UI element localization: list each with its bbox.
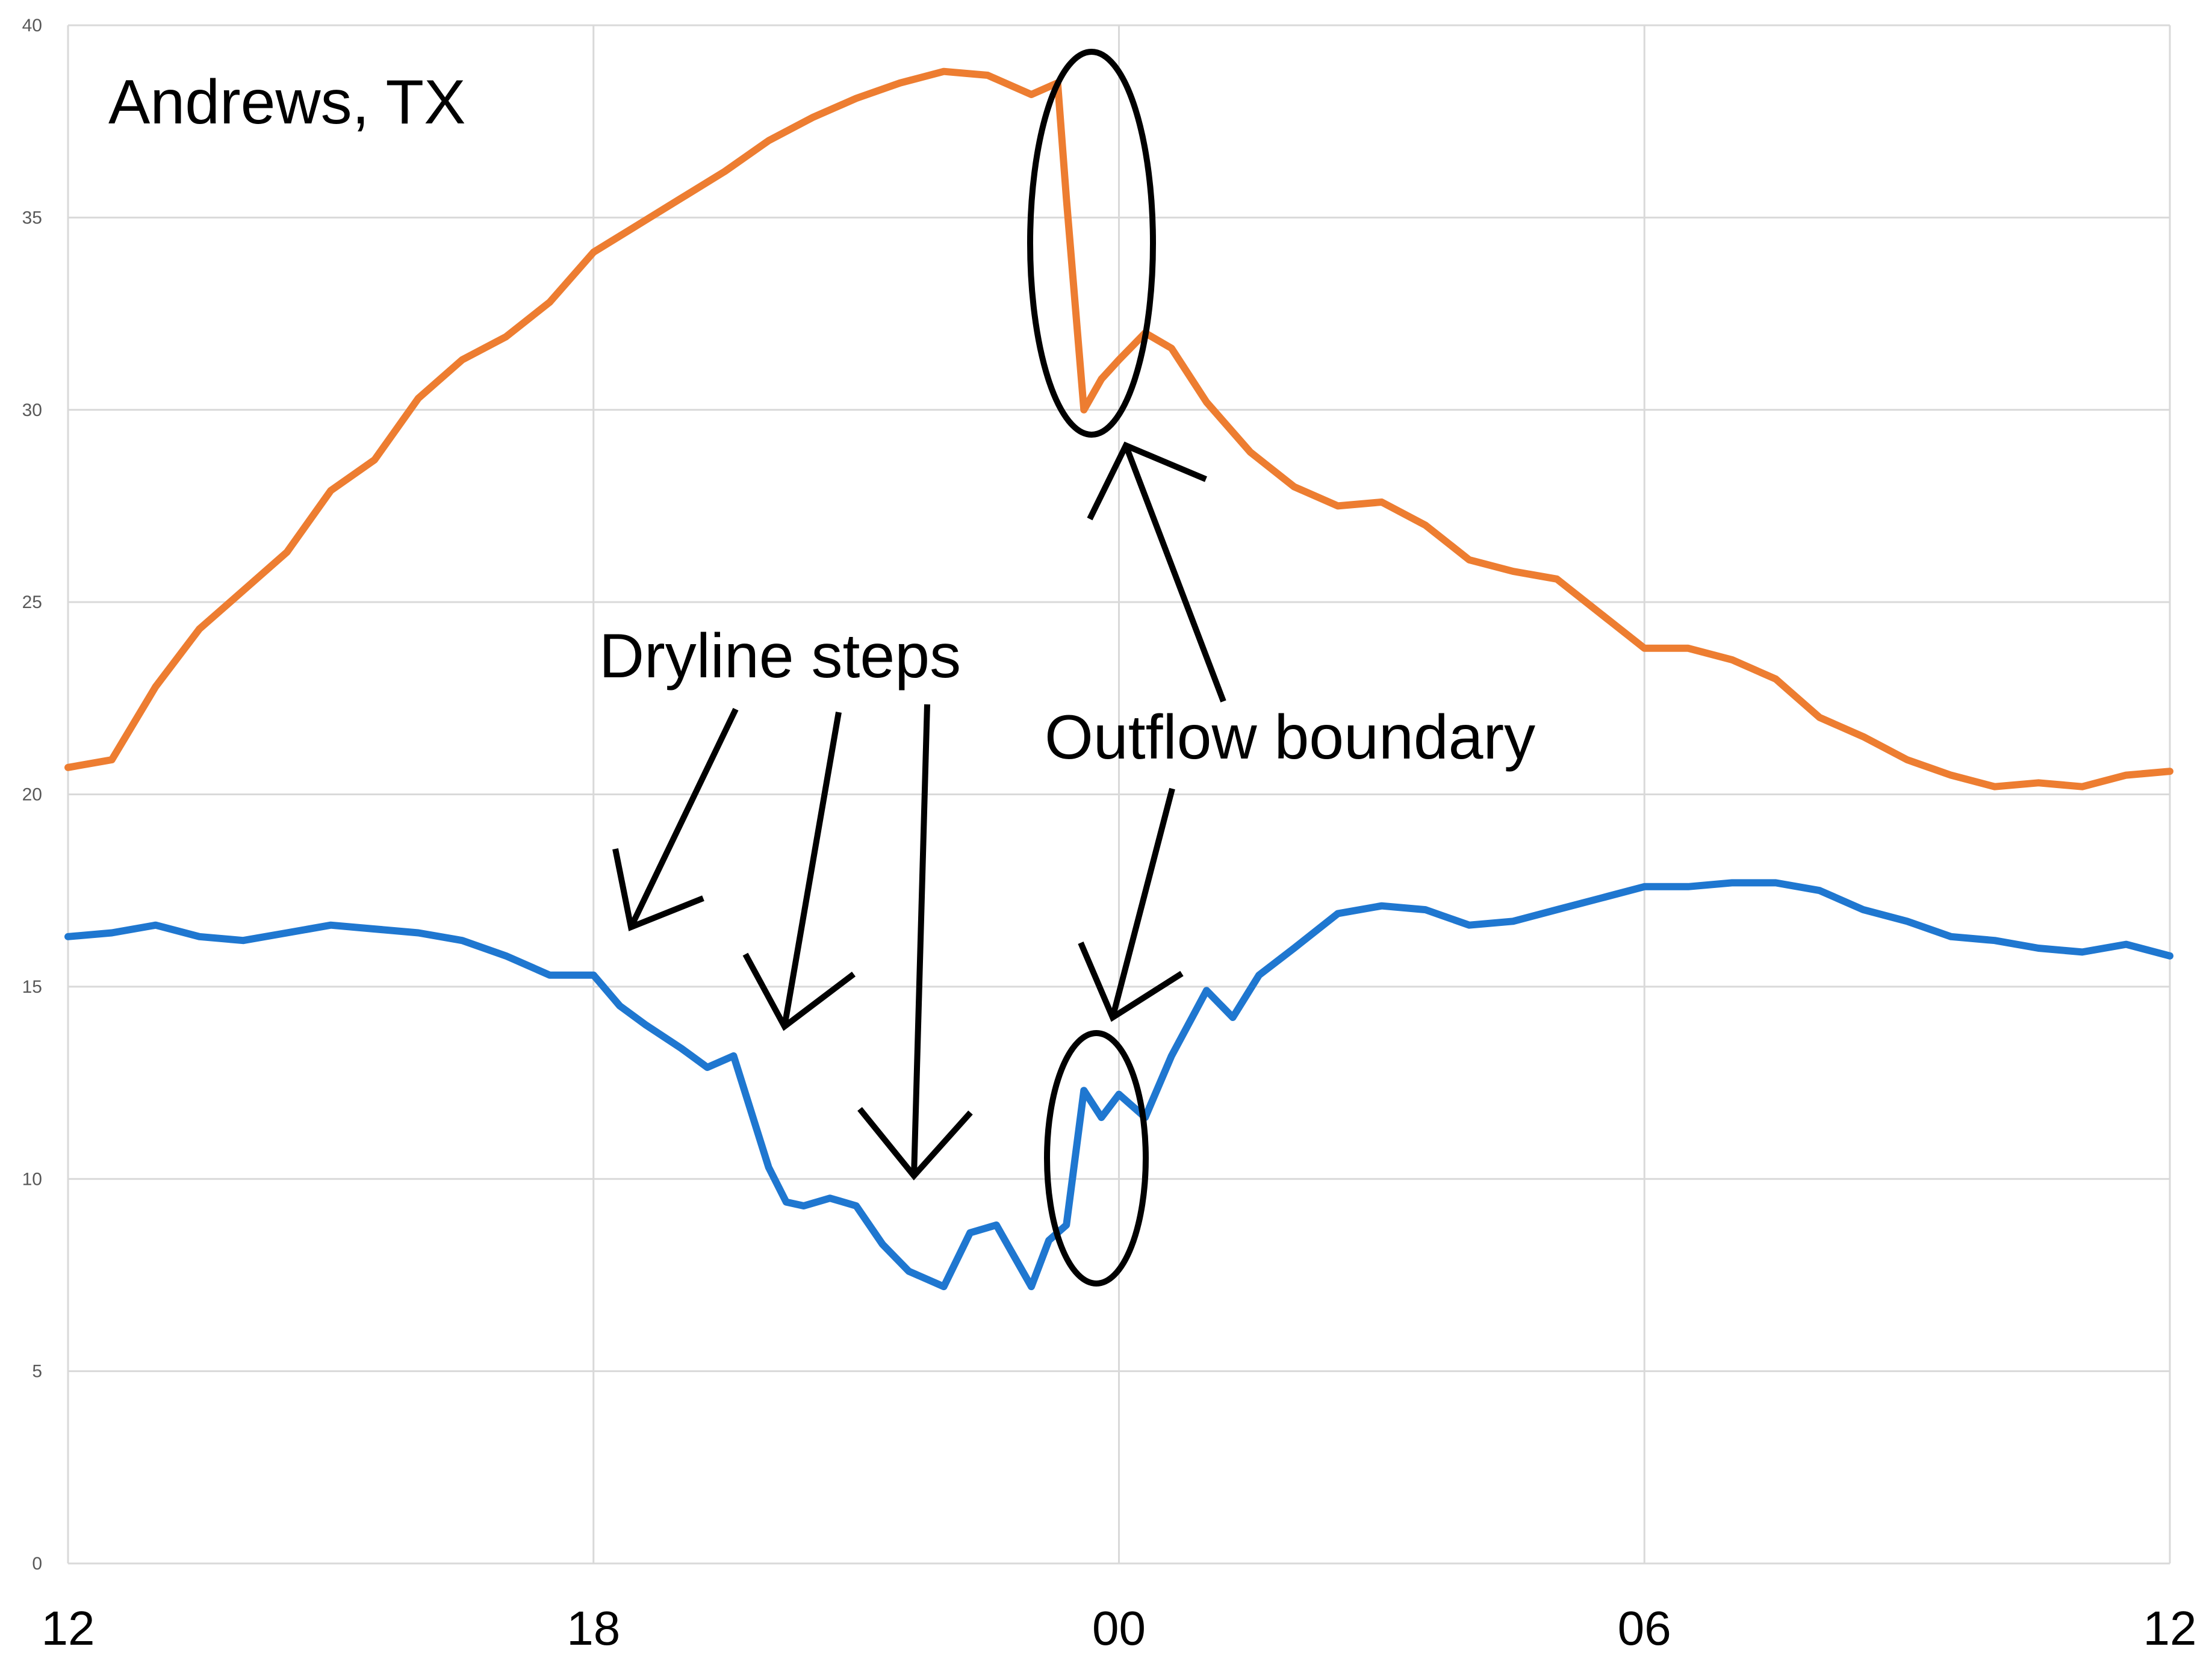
outflow-arrow-upper xyxy=(1087,441,1226,703)
y-tick-label: 20 xyxy=(22,785,42,805)
y-tick-label: 40 xyxy=(22,16,42,36)
outflow-temperature-ellipse xyxy=(1027,49,1156,438)
y-tick-labels: 0 5 10 15 20 25 30 35 40 xyxy=(22,16,42,1574)
y-tick-label: 30 xyxy=(22,400,42,420)
dryline-arrow-1 xyxy=(612,707,739,931)
y-tick-label: 0 xyxy=(32,1554,42,1574)
y-tick-label: 25 xyxy=(22,592,42,612)
x-tick-label: 00 xyxy=(1092,1601,1146,1655)
y-tick-label: 5 xyxy=(32,1362,42,1382)
outflow-arrow-lower xyxy=(1078,787,1184,1022)
x-tick-label: 18 xyxy=(567,1601,620,1655)
outflow-boundary-label: Outflow boundary xyxy=(1045,703,1535,772)
outflow-dewpoint-ellipse xyxy=(1044,1030,1149,1287)
x-tick-labels: 12 18 00 06 12 xyxy=(42,1601,2197,1655)
y-tick-label: 10 xyxy=(22,1169,42,1189)
annotation-shapes xyxy=(612,49,1226,1287)
x-tick-label: 06 xyxy=(1618,1601,1671,1655)
y-tick-label: 15 xyxy=(22,977,42,997)
y-tick-label: 35 xyxy=(22,208,42,228)
x-tick-label: 12 xyxy=(2143,1601,2197,1655)
grid xyxy=(67,24,2171,1565)
dryline-arrow-3 xyxy=(857,704,973,1181)
chart-title: Andrews, TX xyxy=(108,67,465,137)
series-line-1 xyxy=(64,67,2173,790)
dryline-arrow-2 xyxy=(742,712,856,1031)
x-tick-label: 12 xyxy=(42,1601,95,1655)
dryline-steps-label: Dryline steps xyxy=(599,621,961,691)
